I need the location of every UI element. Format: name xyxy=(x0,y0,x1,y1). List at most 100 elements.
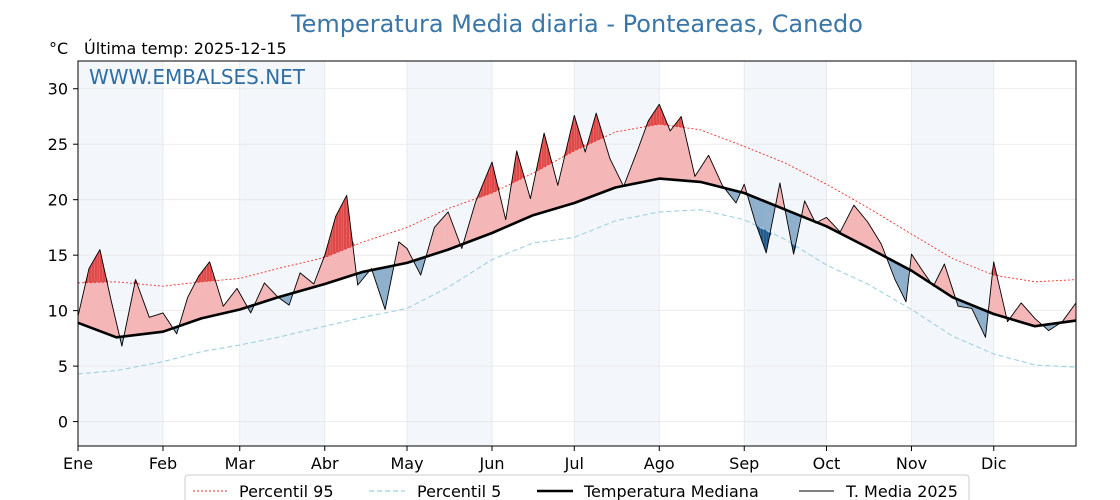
month-bands xyxy=(78,61,994,446)
y-tick-label: 30 xyxy=(48,80,68,99)
fill-above-p95 xyxy=(653,108,657,126)
y-axis: 0 5 10 15 20 25 30 xyxy=(48,80,78,432)
fill-above-p95 xyxy=(546,143,550,166)
unit-label: °C xyxy=(49,39,68,58)
fill-above-median xyxy=(445,211,449,251)
series-line-median xyxy=(77,177,1077,339)
fill-above-median xyxy=(853,204,857,243)
legend-label-media2025: T. Media 2025 xyxy=(845,482,958,500)
fill-above-p95 xyxy=(97,249,100,283)
fill-above-p95 xyxy=(99,249,103,283)
x-tick-label-jun: Jun xyxy=(479,454,505,473)
plot-frame xyxy=(77,60,1077,447)
fill-above-median xyxy=(398,241,402,265)
fill-above-median xyxy=(859,211,863,245)
fill-above-median xyxy=(160,312,164,333)
y-tick-label: 15 xyxy=(48,246,68,265)
fill-above-median xyxy=(672,123,676,181)
x-tick-label-ene: Ene xyxy=(63,454,93,473)
fill-below-p5 xyxy=(760,227,764,246)
fill-above-p95 xyxy=(486,168,490,195)
y-tick-label: 0 xyxy=(58,413,68,432)
month-band-nov xyxy=(911,61,994,446)
fill-above-median xyxy=(670,126,674,180)
fill-above-p95 xyxy=(341,200,344,251)
y-tick-label: 5 xyxy=(58,357,68,376)
fill-above-p95 xyxy=(538,146,542,171)
fill-above-p95 xyxy=(513,150,517,183)
fill-above-median xyxy=(861,214,866,247)
fill-above-median xyxy=(151,315,155,334)
fill-above-median xyxy=(439,217,443,253)
x-axis: Ene Feb Mar Abr May Jun Jul Ago Sep Oct Nov Dic xyxy=(63,446,1007,473)
fill-above-p95 xyxy=(590,122,594,144)
watermark: WWW.EMBALSES.NET xyxy=(89,65,306,89)
fill-above-median xyxy=(642,128,646,183)
fill-above-median xyxy=(442,214,446,252)
y-tick-label: 25 xyxy=(48,135,68,154)
fill-above-p95 xyxy=(648,116,652,127)
month-band-may xyxy=(407,61,493,446)
fill-above-p95 xyxy=(206,261,210,282)
fill-above-p95 xyxy=(661,110,665,125)
fill-above-p95 xyxy=(568,127,572,154)
fill-above-median xyxy=(404,245,408,264)
fill-above-median xyxy=(675,119,679,181)
x-tick-label-abr: Abr xyxy=(311,454,339,473)
fill-above-p95 xyxy=(481,181,484,197)
legend-label-p5: Percentil 5 xyxy=(417,482,501,500)
fill-above-p95 xyxy=(198,272,202,283)
fill-above-p95 xyxy=(335,211,339,253)
month-band-ene xyxy=(78,61,163,446)
legend-box xyxy=(184,474,970,500)
fill-above-p95 xyxy=(656,104,660,125)
x-tick-label-may: May xyxy=(390,454,423,473)
fill-above-p95 xyxy=(332,216,336,255)
fill-above-median xyxy=(154,314,158,333)
fill-above-p95 xyxy=(330,226,333,256)
x-tick-label-nov: Nov xyxy=(896,454,927,473)
series-lines xyxy=(77,103,1077,375)
last-temp-label: Última temp: 2025-12-15 xyxy=(84,39,287,58)
fill-above-p95 xyxy=(519,160,523,180)
fill-above-median xyxy=(645,120,649,182)
fill-above-median xyxy=(157,313,161,333)
fill-above-p95 xyxy=(541,133,545,169)
fill-above-median xyxy=(667,124,671,180)
month-band-jul xyxy=(574,61,660,446)
fill-above-median xyxy=(664,117,668,180)
fill-above-p95 xyxy=(204,265,207,282)
fill-above-median xyxy=(864,217,868,248)
fill-above-median xyxy=(299,272,304,292)
legend: Percentil 95 Percentil 5 Temperatura Med… xyxy=(184,474,970,500)
fill-above-p95 xyxy=(598,122,602,140)
x-tick-label-dic: Dic xyxy=(981,454,1007,473)
series-line-p5 xyxy=(77,209,1077,375)
y-tick-label: 20 xyxy=(48,191,68,210)
series-line-p95 xyxy=(77,123,1077,287)
fill-above-p95 xyxy=(346,195,350,249)
x-tick-label-feb: Feb xyxy=(149,454,177,473)
fill-above-median xyxy=(149,316,153,334)
fill-above-p95 xyxy=(327,235,331,257)
legend-label-p95: Percentil 95 xyxy=(239,482,334,500)
fill-above-median xyxy=(434,223,438,255)
y-tick-label: 10 xyxy=(48,302,68,321)
fill-above-p95 xyxy=(88,263,92,283)
fill-above-median xyxy=(135,279,139,336)
month-band-mar xyxy=(239,61,325,446)
chart-title: Temperatura Media diaria - Ponteareas, C… xyxy=(290,10,863,38)
fill-above-median xyxy=(436,220,441,254)
fill-above-p95 xyxy=(675,120,679,127)
fill-above-median xyxy=(856,208,860,244)
fill-above-p95 xyxy=(338,205,342,252)
x-tick-label-jul: Jul xyxy=(564,454,584,473)
fill-above-p95 xyxy=(489,161,493,195)
fill-above-p95 xyxy=(593,113,597,143)
fill-above-median xyxy=(195,276,199,321)
fill-above-p95 xyxy=(577,124,580,150)
x-tick-label-mar: Mar xyxy=(225,454,256,473)
x-tick-label-ago: Ago xyxy=(644,454,675,473)
fill-above-median xyxy=(192,281,197,322)
